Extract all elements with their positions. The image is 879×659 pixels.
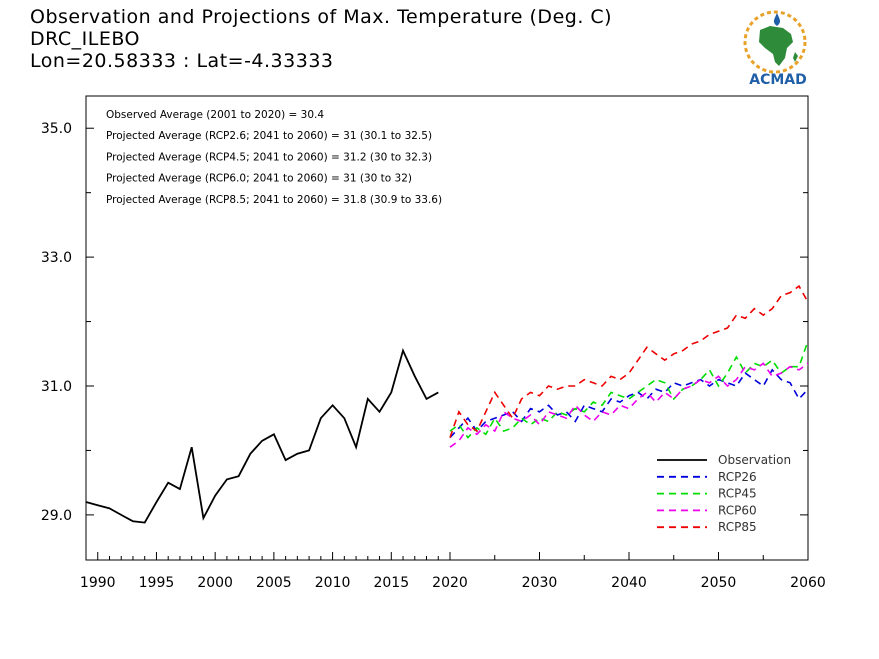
legend: Observation RCP26 RCP45 RCP60 RCP85 (657, 453, 791, 534)
logo-text: ACMAD (749, 72, 807, 88)
chart-title: Observation and Projections of Max. Temp… (30, 6, 613, 28)
x-tick-label: 1995 (139, 575, 175, 591)
x-tick-label: 2010 (315, 575, 351, 591)
x-tick-label: 2040 (611, 575, 647, 591)
x-tick-label: 2020 (432, 575, 468, 591)
series-line-observation (85, 347, 439, 524)
x-tick-label: 2015 (373, 575, 409, 591)
x-tick-label: 2000 (197, 575, 233, 591)
annotation-line: Projected Average (RCP4.5; 2041 to 2060)… (106, 151, 432, 163)
legend-label: RCP85 (718, 520, 757, 534)
x-tick-label: 2050 (701, 575, 737, 591)
annotation-line: Projected Average (RCP2.6; 2041 to 2060)… (106, 130, 432, 142)
y-tick-label: 33.0 (41, 250, 72, 266)
legend-label: RCP45 (718, 487, 757, 501)
annotation-line: Observed Average (2001 to 2020) = 30.4 (106, 109, 324, 121)
y-tick-label: 29.0 (41, 508, 72, 524)
series-layer (85, 284, 809, 524)
series-line-rcp85 (449, 284, 809, 438)
x-tick-label: 2060 (790, 575, 826, 591)
series-line-rcp45 (449, 340, 809, 439)
y-tick-label: 31.0 (41, 379, 72, 395)
station-coordinates: Lon=20.58333 : Lat=-4.33333 (30, 50, 334, 72)
series-line-rcp60 (449, 362, 809, 448)
legend-label: Observation (718, 453, 791, 467)
annotation-block: Observed Average (2001 to 2020) = 30.4 Pr… (106, 109, 442, 206)
x-tick-label: 1990 (80, 575, 116, 591)
africa-logo-icon: ACMAD (743, 10, 807, 88)
y-tick-label: 35.0 (41, 121, 72, 137)
x-tick-label: 2030 (522, 575, 558, 591)
plot-frame (85, 95, 809, 561)
series-line-rcp26 (449, 368, 809, 439)
x-tick-label: 2005 (256, 575, 292, 591)
axes: 29.0 31.0 33.0 35.0 1990 1995 2000 2005 2010 2015… (41, 121, 826, 591)
legend-label: RCP60 (718, 503, 757, 517)
chart-header: Observation and Projections of Max. Temp… (30, 6, 612, 72)
annotation-line: Projected Average (RCP6.0; 2041 to 2060)… (106, 173, 412, 185)
legend-label: RCP26 (718, 470, 757, 484)
station-name: DRC_ILEBO (30, 28, 141, 50)
annotation-line: Projected Average (RCP8.5; 2041 to 2060)… (106, 194, 442, 206)
